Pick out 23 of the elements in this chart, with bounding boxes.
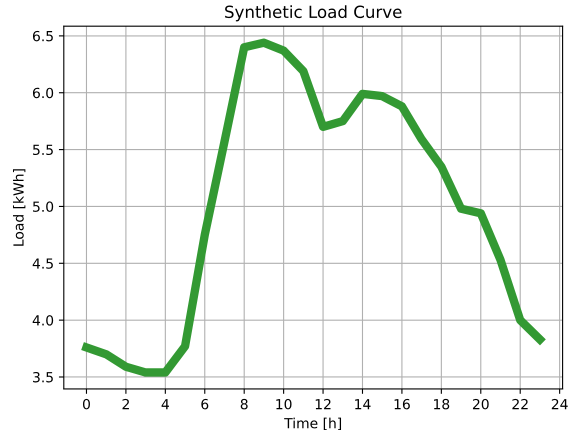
x-tick-label: 12 [316,398,331,410]
x-tick-label: 0 [82,398,90,410]
y-tick-label: 4.0 [32,315,54,326]
y-tick-label: 5.5 [33,144,53,156]
x-tick-label: 8 [240,398,248,410]
x-tick-label: 20 [472,398,489,410]
x-tick-label: 2 [122,398,129,410]
y-tick-label: 5.0 [33,201,54,212]
x-tick-label: 22 [512,398,528,410]
x-tick-label: 14 [355,399,371,410]
y-tick-label: 3.5 [33,372,53,382]
x-tick-label: 4 [162,399,169,410]
x-tick-label: 6 [201,398,208,410]
y-tick-label: 6.5 [32,30,53,42]
x-tick-label: 24 [552,398,568,410]
y-tick-label: 6.0 [32,88,54,98]
chart-title: Synthetic Load Curve [225,5,402,22]
x-tick-label: 16 [394,398,410,410]
y-tick-label: 4.5 [32,258,53,269]
x-axis-title: Time [h] [284,418,342,430]
x-tick-label: 18 [434,398,450,410]
x-tick-label: 10 [276,398,292,410]
y-axis-title: Load [kWh] [12,169,26,246]
